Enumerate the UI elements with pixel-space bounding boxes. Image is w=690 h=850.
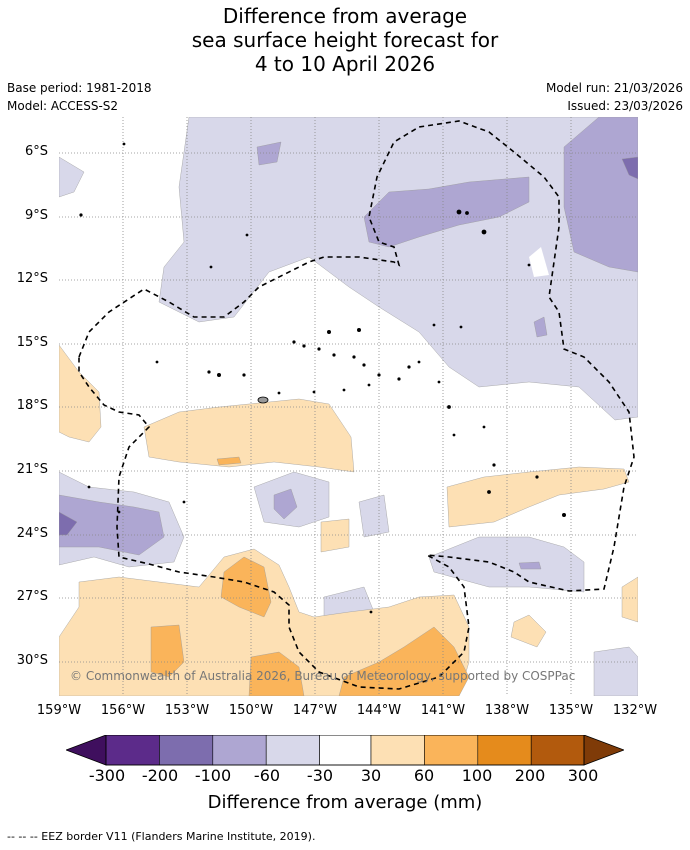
- colorbar-tick-label: 60: [413, 766, 435, 785]
- lat-label: 12°S: [16, 271, 48, 286]
- title-line-2: sea surface height forecast for: [191, 28, 499, 52]
- lon-label: 132°W: [612, 703, 658, 718]
- islands: [79, 142, 566, 614]
- colorbar-bin: [159, 735, 214, 766]
- lat-label: 6°S: [24, 144, 48, 159]
- colorbar-tick-label: 30: [360, 766, 382, 785]
- contour-m60-west: [59, 156, 85, 198]
- contour-m60-se: [428, 536, 585, 593]
- contour-m100-nw: [256, 141, 282, 166]
- colorbar-bin: [319, 735, 372, 766]
- contour-p60-south: [248, 651, 305, 696]
- contour-m200-sw: [59, 511, 78, 536]
- meta-left: Base period: 1981-2018 Model: ACCESS-S2: [7, 79, 152, 115]
- lon-label: 153°W: [164, 703, 210, 718]
- colorbar-tick-label: -200: [141, 766, 179, 785]
- lon-label: 159°W: [36, 703, 82, 718]
- grid: [59, 117, 638, 696]
- colorbar-bin: [477, 735, 532, 766]
- lat-label: 9°S: [24, 208, 48, 223]
- lat-label: 30°S: [16, 653, 48, 668]
- contour-m60-mid2: [358, 494, 390, 538]
- model-run: Model run: 21/03/2026: [545, 81, 683, 95]
- colorbar-title: Difference from average (mm): [207, 792, 483, 813]
- colorbar: [66, 735, 624, 766]
- contour-m100-north: [363, 176, 530, 248]
- lon-label: 138°W: [484, 703, 530, 718]
- model-name: Model: ACCESS-S2: [7, 99, 119, 113]
- larger-islands: [257, 396, 269, 404]
- lat-label: 18°S: [16, 398, 48, 413]
- colorbar-bin: [212, 735, 267, 766]
- contour-m100-ne: [563, 117, 638, 273]
- contour-p30-small: [320, 518, 350, 553]
- eez-legend-note: -- -- -- EEZ border V11 (Flanders Marine…: [7, 830, 316, 843]
- lat-label: 27°S: [16, 589, 48, 604]
- contour-p30-far-east: [621, 576, 638, 623]
- issued-date: Issued: 23/03/2026: [567, 99, 683, 113]
- lat-label: 21°S: [16, 462, 48, 477]
- contour-m100-sw: [59, 494, 165, 556]
- contour-p60-mid: [220, 556, 272, 618]
- base-period: Base period: 1981-2018: [7, 81, 152, 95]
- contour-p30-se: [510, 614, 547, 648]
- lon-label: 147°W: [292, 703, 338, 718]
- lat-label: 24°S: [16, 526, 48, 541]
- colorbar-tick-label: 200: [514, 766, 546, 785]
- colorbar-extend-low: [66, 735, 107, 766]
- meta-right: Model run: 21/03/2026 Issued: 23/03/2026: [546, 79, 683, 115]
- contour-p60-sw: [150, 624, 185, 678]
- colorbar-bin: [105, 735, 160, 766]
- colorbar-tick-label: 100: [461, 766, 493, 785]
- colorbar-bin: [265, 735, 320, 766]
- colorbar-tick-label: -60: [253, 766, 281, 785]
- title-line-1: Difference from average: [222, 4, 468, 28]
- colorbar-tick-label: -100: [194, 766, 232, 785]
- contour-m100-se: [518, 561, 542, 570]
- hole-ne: [529, 247, 549, 277]
- lon-label: 141°W: [420, 703, 466, 718]
- contour-m100-mid: [273, 488, 298, 520]
- colorbar-tick-label: -300: [88, 766, 126, 785]
- colorbar-tick-label: -30: [306, 766, 334, 785]
- lon-label: 150°W: [228, 703, 274, 718]
- title-line-3: 4 to 10 April 2026: [254, 52, 436, 76]
- colorbar-bin: [370, 735, 425, 766]
- lat-label: 15°S: [16, 335, 48, 350]
- contour-m200-ne: [621, 156, 638, 180]
- lon-label: 144°W: [356, 703, 402, 718]
- contour-p60-small: [216, 456, 242, 466]
- colorbar-frame: [105, 735, 585, 766]
- lon-label: 156°W: [100, 703, 146, 718]
- contour-p60-se: [338, 626, 470, 696]
- colorbar-bin: [530, 735, 585, 766]
- contour-m60-se2: [593, 646, 638, 696]
- copyright-notice: © Commonwealth of Australia 2026, Bureau…: [70, 669, 576, 683]
- colorbar-tick-label: 300: [567, 766, 599, 785]
- lon-label: 135°W: [548, 703, 594, 718]
- contour-m100-small: [533, 316, 548, 338]
- contour-p30-east: [446, 466, 630, 528]
- colorbar-bin: [424, 735, 479, 766]
- contour-p30-west: [59, 344, 102, 443]
- forecast-map: [59, 117, 638, 696]
- eez-border-cook-islands: [78, 120, 635, 690]
- colorbar-extend-high: [583, 735, 624, 766]
- chart-title: Difference from average sea surface heig…: [0, 4, 690, 76]
